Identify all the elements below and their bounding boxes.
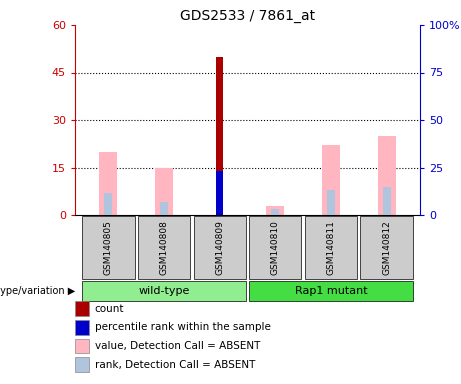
Bar	[75, 357, 89, 372]
Bar	[216, 170, 223, 215]
Bar	[216, 57, 223, 215]
Bar	[266, 205, 284, 215]
FancyBboxPatch shape	[249, 281, 413, 301]
FancyBboxPatch shape	[249, 216, 301, 279]
Text: genotype/variation ▶: genotype/variation ▶	[0, 286, 75, 296]
Bar	[322, 145, 340, 215]
Text: rank, Detection Call = ABSENT: rank, Detection Call = ABSENT	[95, 359, 255, 369]
Text: GSM140805: GSM140805	[104, 220, 113, 275]
Bar	[75, 301, 89, 316]
Text: wild-type: wild-type	[138, 286, 190, 296]
Bar	[100, 152, 117, 215]
Bar	[105, 193, 112, 215]
Bar	[327, 190, 335, 215]
Text: GSM140809: GSM140809	[215, 220, 224, 275]
Text: GSM140812: GSM140812	[382, 220, 391, 275]
Bar	[155, 167, 173, 215]
FancyBboxPatch shape	[305, 216, 357, 279]
FancyBboxPatch shape	[82, 281, 246, 301]
Text: GSM140808: GSM140808	[160, 220, 169, 275]
Bar	[272, 209, 279, 215]
Text: value, Detection Call = ABSENT: value, Detection Call = ABSENT	[95, 341, 260, 351]
Text: GSM140810: GSM140810	[271, 220, 280, 275]
Bar	[383, 187, 390, 215]
Text: count: count	[95, 304, 124, 314]
Bar	[378, 136, 396, 215]
FancyBboxPatch shape	[138, 216, 190, 279]
Bar	[160, 202, 168, 215]
Title: GDS2533 / 7861_at: GDS2533 / 7861_at	[180, 8, 315, 23]
FancyBboxPatch shape	[194, 216, 246, 279]
Text: Rap1 mutant: Rap1 mutant	[295, 286, 367, 296]
Bar	[75, 320, 89, 335]
FancyBboxPatch shape	[361, 216, 413, 279]
FancyBboxPatch shape	[82, 216, 135, 279]
Text: GSM140811: GSM140811	[326, 220, 336, 275]
Bar	[75, 339, 89, 353]
Text: percentile rank within the sample: percentile rank within the sample	[95, 323, 271, 333]
